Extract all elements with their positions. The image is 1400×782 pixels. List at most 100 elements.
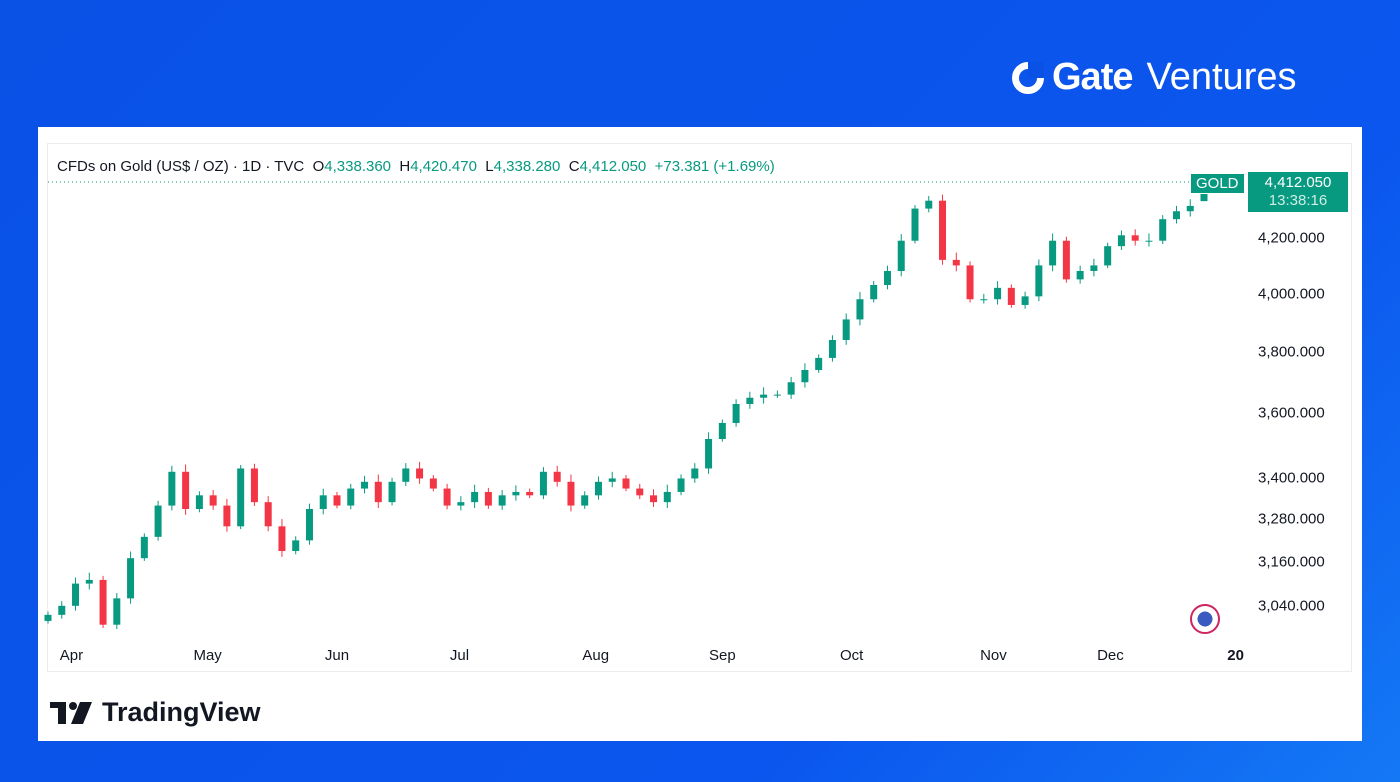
candle-up (154, 505, 162, 537)
candle-down (622, 478, 630, 489)
candle-up (361, 481, 369, 489)
candle-down (99, 579, 107, 625)
candle-up (1021, 296, 1029, 305)
candle-up (746, 397, 754, 404)
change-value: +73.381 (+1.69%) (654, 158, 775, 175)
candle-up (897, 240, 905, 271)
candle-up (305, 508, 313, 541)
y-tick-label: 3,800.000 (1258, 343, 1325, 361)
candle-up (292, 540, 300, 552)
x-tick-label: Aug (582, 647, 610, 664)
high-label: H (399, 158, 411, 175)
candle-up (1049, 240, 1057, 266)
symbol-title: CFDs on Gold (US$ / OZ) · 1D · TVC (57, 158, 305, 175)
candle-up (773, 394, 781, 396)
candle-up (58, 605, 66, 615)
candle-up (113, 598, 121, 625)
candle-up (870, 285, 878, 300)
candle-up (237, 468, 245, 527)
close-label: C (568, 158, 580, 175)
open-value: 4,338.360 (324, 158, 392, 175)
y-tick-label: 3,280.000 (1258, 510, 1325, 528)
candle-down (278, 526, 286, 552)
candle-up (1172, 211, 1180, 220)
candle-up (925, 200, 933, 209)
candle-up (1090, 265, 1098, 271)
candle-up (691, 468, 699, 479)
candle-up (911, 208, 919, 241)
last-price: 4,412.050 (1264, 174, 1332, 191)
y-tick-label: 4,000.000 (1258, 285, 1325, 303)
close-value: 4,412.050 (579, 158, 647, 175)
candle-up (72, 583, 80, 606)
candle-up (732, 403, 740, 423)
candle-down (553, 471, 561, 482)
candle-down (650, 495, 658, 503)
x-tick-label: Nov (980, 647, 1007, 664)
candle-up (594, 481, 602, 496)
candle-down (1062, 240, 1070, 280)
brand-mark-text: Gate (1052, 56, 1133, 98)
candle-down (264, 502, 272, 527)
candle-up (1035, 265, 1043, 297)
candle-down (209, 495, 217, 506)
x-tick-label: Jun (324, 647, 350, 664)
candle-down (1007, 287, 1015, 305)
candle-up (815, 357, 823, 371)
candle-down (374, 481, 382, 503)
chart-frame (47, 143, 1352, 672)
x-tick-label: May (193, 647, 222, 664)
brand-name: Ventures (1146, 56, 1297, 98)
candle-down (939, 200, 947, 260)
candle-up (1159, 219, 1167, 241)
x-tick-label: Sep (708, 647, 736, 664)
candle-up (677, 478, 685, 492)
low-value: 4,338.280 (493, 158, 561, 175)
candle-down (636, 488, 644, 496)
candle-up (195, 495, 203, 509)
candle-up (856, 299, 864, 320)
gate-ventures-logo: Gate Ventures (1012, 56, 1296, 99)
x-tick-label: Jul (449, 647, 470, 664)
x-tick-label: Dec (1097, 647, 1124, 664)
tradingview-logo-icon (50, 701, 92, 724)
candle-down (567, 481, 575, 506)
candle-up (319, 495, 327, 509)
candle-up (127, 558, 135, 599)
ohlc-legend: CFDs on Gold (US$ / OZ) · 1D · TVC O4,33… (57, 158, 775, 175)
candle-up (1117, 235, 1125, 247)
candle-up (140, 536, 148, 559)
x-tick-label: Oct (840, 647, 864, 664)
candle-up (608, 478, 616, 482)
candle-up (828, 339, 836, 358)
candle-down (1131, 235, 1139, 241)
candle-up (512, 491, 520, 496)
candle-up (498, 495, 506, 506)
x-tick-label: 20 (1227, 647, 1244, 664)
candle-up (842, 319, 850, 340)
candle-up (402, 468, 410, 482)
candle-up (980, 299, 988, 301)
tradingview-logo: TradingView (50, 697, 261, 728)
open-label: O (312, 158, 325, 175)
candle-up (1145, 240, 1153, 242)
us-flag-icon[interactable] (1190, 604, 1220, 634)
candle-down (333, 495, 341, 506)
candle-down (429, 478, 437, 489)
candle-up (787, 382, 795, 395)
tradingview-text: TradingView (102, 697, 261, 727)
y-tick-label: 4,200.000 (1258, 229, 1325, 247)
candle-up (388, 481, 396, 503)
candle-down (526, 491, 534, 496)
candle-down (223, 505, 231, 527)
last-price-tag: 4,412.050 13:38:16 (1248, 172, 1348, 212)
candle-up (539, 471, 547, 496)
chart-card (38, 127, 1362, 741)
candle-up (718, 422, 726, 439)
y-tick-label: 3,400.000 (1258, 469, 1325, 487)
candle-down (182, 471, 190, 509)
candle-up (760, 394, 768, 398)
candle-down (443, 488, 451, 506)
candle-up (44, 614, 52, 621)
